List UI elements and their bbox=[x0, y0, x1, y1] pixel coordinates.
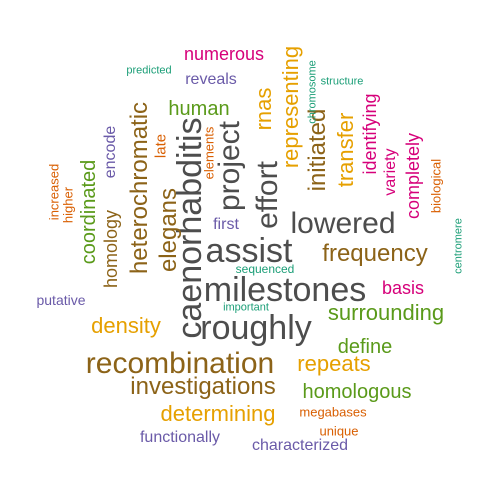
word-unique: unique bbox=[319, 423, 359, 439]
word-elements: elements bbox=[201, 126, 217, 180]
word-variety: variety bbox=[382, 148, 399, 196]
word-rnas: rnas bbox=[251, 87, 276, 131]
word-surrounding: surrounding bbox=[327, 300, 445, 325]
word-transfer: transfer bbox=[333, 112, 358, 188]
word-milestones: milestones bbox=[203, 271, 367, 309]
word-first: first bbox=[213, 216, 239, 233]
word-repeats: repeats bbox=[297, 351, 371, 376]
word-coordinated: coordinated bbox=[78, 159, 100, 265]
word-homology: homology bbox=[101, 209, 121, 289]
word-heterochromatic: heterochromatic bbox=[126, 101, 153, 275]
word-assist: assist bbox=[205, 232, 293, 270]
word-identifying: identifying bbox=[360, 93, 380, 175]
word-basis: basis bbox=[381, 278, 425, 298]
word-sequenced: sequenced bbox=[235, 262, 295, 276]
word-important: important bbox=[223, 301, 269, 314]
word-characterized: characterized bbox=[251, 437, 349, 454]
word-completely: completely bbox=[403, 132, 423, 220]
word-recombination: recombination bbox=[85, 347, 275, 380]
word-encode: encode bbox=[102, 125, 119, 179]
word-predicted: predicted bbox=[126, 64, 172, 77]
word-numerous: numerous bbox=[183, 44, 265, 64]
word-elegans: elegans bbox=[155, 187, 182, 273]
word-effort: effort bbox=[251, 161, 284, 229]
word-lowered: lowered bbox=[290, 207, 396, 240]
word-increased: increased bbox=[46, 163, 62, 221]
word-representing: representing bbox=[278, 45, 303, 169]
word-density: density bbox=[91, 313, 161, 338]
word-centromere: centromere bbox=[452, 218, 465, 274]
word-putative: putative bbox=[36, 292, 86, 308]
word-late: late bbox=[152, 133, 170, 159]
word-reveals: reveals bbox=[185, 71, 237, 88]
word-investigations: investigations bbox=[130, 373, 276, 400]
word-homologous: homologous bbox=[302, 381, 412, 403]
word-frequency: frequency bbox=[322, 240, 428, 267]
word-functionally: functionally bbox=[139, 429, 221, 446]
word-higher: higher bbox=[60, 186, 76, 224]
word-structure: structure bbox=[320, 75, 364, 88]
word-determining: determining bbox=[160, 401, 276, 426]
word-roughly: roughly bbox=[200, 309, 312, 347]
word-human: human bbox=[168, 98, 230, 120]
word-biological: biological bbox=[428, 158, 444, 214]
word-define: define bbox=[337, 336, 393, 358]
word-chromosome: chromosome bbox=[306, 60, 319, 124]
word-megabases: megabases bbox=[299, 404, 367, 420]
word-project: project bbox=[213, 120, 246, 212]
